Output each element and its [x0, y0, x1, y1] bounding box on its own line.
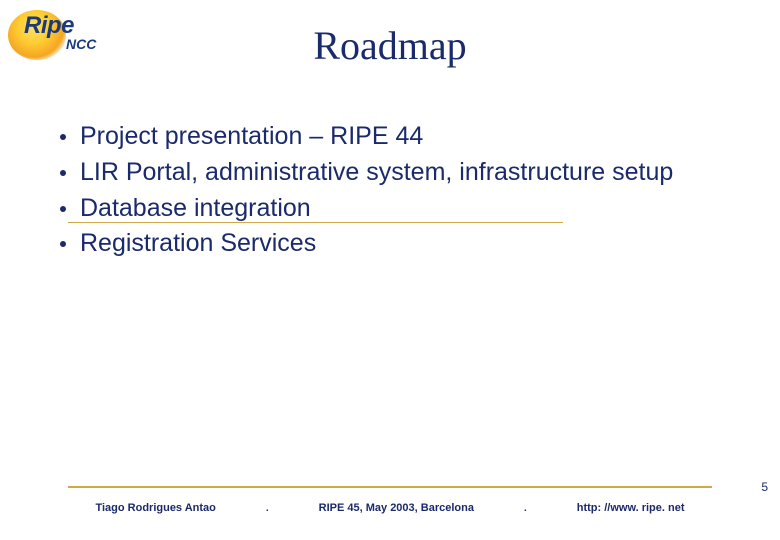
- bullet-icon: [60, 241, 66, 247]
- content-divider: [68, 222, 563, 223]
- bullet-text: Database integration: [80, 192, 311, 226]
- list-item: Database integration: [60, 192, 680, 226]
- footer-url: http: //www. ripe. net: [577, 502, 685, 514]
- slide-title: Roadmap: [0, 22, 780, 69]
- footer-divider: [68, 486, 712, 488]
- bullet-text: Registration Services: [80, 227, 316, 261]
- list-item: Registration Services: [60, 227, 680, 261]
- slide-footer: Tiago Rodrigues Antao . RIPE 45, May 200…: [0, 502, 780, 514]
- page-number: 5: [761, 480, 768, 494]
- bullet-icon: [60, 170, 66, 176]
- list-item: Project presentation – RIPE 44: [60, 120, 680, 154]
- list-item: LIR Portal, administrative system, infra…: [60, 156, 680, 190]
- footer-separator: .: [266, 503, 269, 514]
- footer-event: RIPE 45, May 2003, Barcelona: [319, 502, 474, 514]
- bullet-list: Project presentation – RIPE 44 LIR Porta…: [60, 120, 680, 263]
- bullet-text: Project presentation – RIPE 44: [80, 120, 423, 154]
- bullet-text: LIR Portal, administrative system, infra…: [80, 156, 673, 190]
- bullet-icon: [60, 134, 66, 140]
- footer-separator: .: [524, 503, 527, 514]
- footer-author: Tiago Rodrigues Antao: [95, 502, 215, 514]
- bullet-icon: [60, 206, 66, 212]
